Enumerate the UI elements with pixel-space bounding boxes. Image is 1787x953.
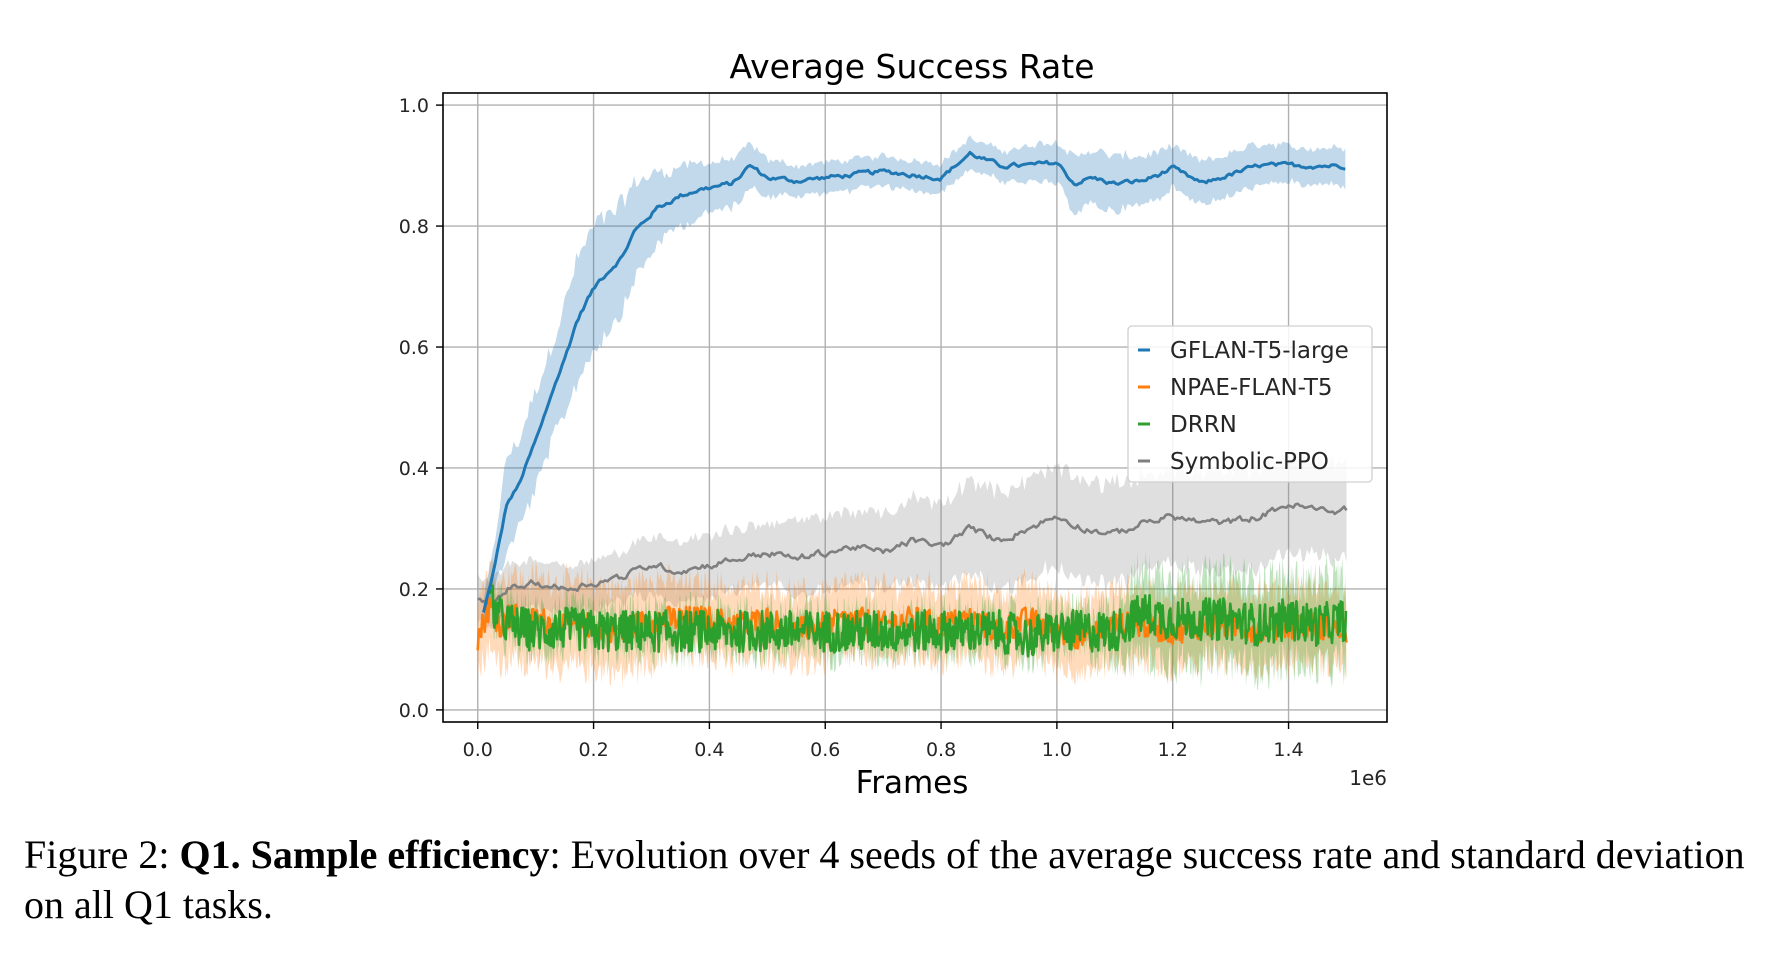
x-tick-label: 0.0	[463, 739, 493, 761]
x-axis-offset-label: 1e6	[1349, 766, 1387, 790]
caption-bold: Q1. Sample efficiency	[179, 832, 550, 877]
series-lines	[476, 150, 1348, 658]
y-tick-label: 1.0	[399, 95, 429, 117]
y-tick-label: 0.8	[399, 216, 429, 238]
y-axis-ticks: 0.0 0.2 0.4 0.6 0.8 1.0	[399, 95, 443, 722]
y-tick-label: 0.2	[399, 579, 429, 601]
legend-entry: GFLAN-T5-large	[1170, 338, 1349, 364]
legend: GFLAN-T5-large NPAE-FLAN-T5 DRRN Symbolic-P…	[1127, 325, 1373, 483]
chart-title: Average Success Rate	[730, 47, 1095, 86]
legend-entry: Symbolic-PPO	[1170, 449, 1329, 475]
x-axis-label: Frames	[856, 765, 969, 801]
x-tick-label: 0.6	[810, 739, 840, 761]
x-tick-label: 0.8	[926, 739, 956, 761]
std-band-0	[483, 135, 1346, 624]
x-tick-label: 1.4	[1273, 739, 1303, 761]
caption-rest: : Evolution over 4 seeds of the average …	[24, 832, 1745, 927]
x-tick-label: 0.2	[578, 739, 608, 761]
series-line-0	[482, 150, 1346, 613]
legend-box	[1127, 325, 1373, 483]
figure-caption: Figure 2: Q1. Sample efficiency: Evoluti…	[24, 830, 1769, 930]
legend-entry: DRRN	[1170, 412, 1237, 438]
x-axis-ticks: 0.0 0.2 0.4 0.6 0.8 1.0 1.2 1.4	[463, 722, 1304, 761]
series-line-3	[477, 502, 1348, 607]
caption-prefix: Figure 2:	[24, 832, 180, 877]
x-tick-label: 1.0	[1042, 739, 1072, 761]
y-tick-label: 0.4	[399, 458, 429, 480]
plot-frame	[442, 92, 1388, 723]
legend-entry: NPAE-FLAN-T5	[1170, 375, 1333, 401]
y-tick-label: 0.0	[399, 700, 429, 722]
series-line-2	[488, 584, 1348, 658]
y-tick-label: 0.6	[399, 337, 429, 359]
x-tick-label: 1.2	[1158, 739, 1188, 761]
x-tick-label: 0.4	[694, 739, 724, 761]
grid-lines	[443, 93, 1387, 722]
